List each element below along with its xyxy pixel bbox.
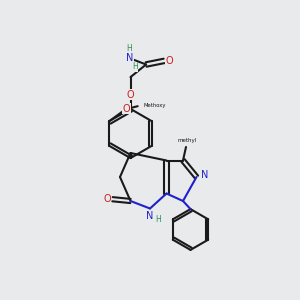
Text: O: O bbox=[165, 56, 173, 66]
Text: N: N bbox=[126, 53, 133, 63]
Text: methyl: methyl bbox=[178, 139, 197, 143]
Text: H: H bbox=[155, 214, 161, 224]
Text: H: H bbox=[126, 44, 132, 53]
Text: O: O bbox=[103, 194, 111, 204]
Text: H: H bbox=[132, 62, 138, 71]
Text: O: O bbox=[123, 103, 130, 114]
Text: N: N bbox=[146, 211, 153, 221]
Text: Methoxy: Methoxy bbox=[143, 103, 166, 107]
Text: O: O bbox=[127, 89, 134, 100]
Text: N: N bbox=[201, 169, 208, 180]
